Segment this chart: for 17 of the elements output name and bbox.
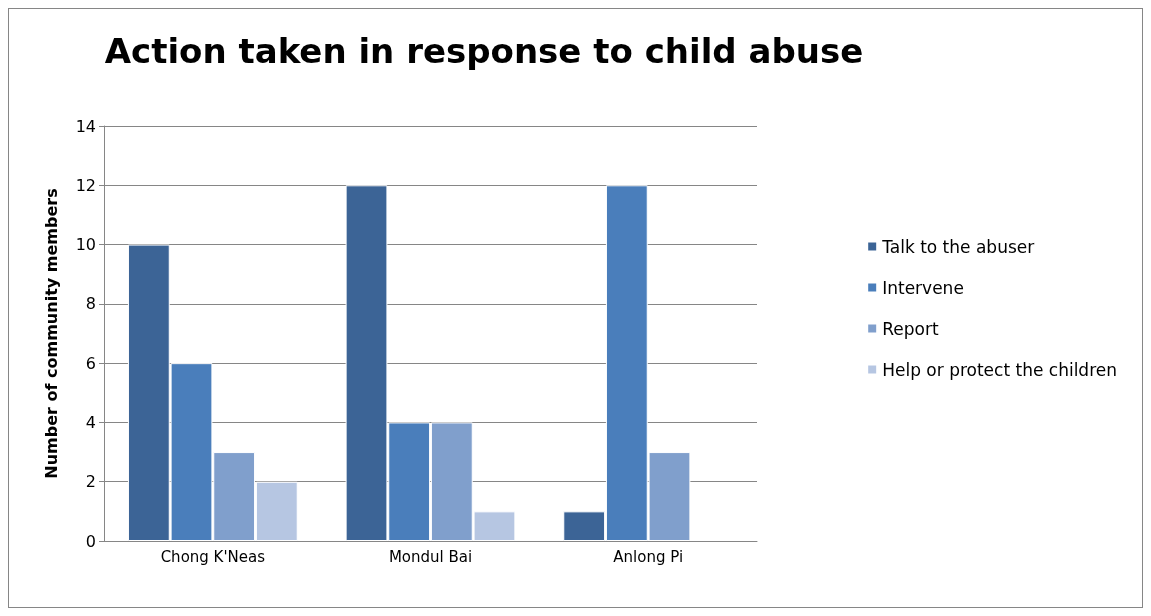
x-tick-label: Chong K'Neas [160, 547, 266, 566]
legend-label: Talk to the abuser [881, 236, 1035, 257]
legend-label: Intervene [882, 277, 964, 298]
chart-title: Action taken in response to child abuse [104, 31, 864, 71]
legend-label: Report [882, 318, 939, 339]
y-tick-label: 12 [75, 175, 96, 195]
x-tick-label: Mondul Bai [388, 547, 473, 566]
x-tick-label: Anlong Pi [613, 547, 684, 566]
y-tick-label: 0 [85, 531, 96, 551]
legend-label: Help or protect the children [882, 359, 1117, 380]
y-tick-label: 8 [85, 294, 96, 314]
y-tick-label: 10 [75, 235, 96, 255]
y-tick-label: 4 [85, 412, 96, 432]
y-tick-label: 2 [85, 472, 96, 492]
y-tick-label: 6 [85, 353, 96, 373]
y-tick-label: 14 [75, 116, 96, 136]
y-axis-title: Number of community members [41, 188, 61, 479]
